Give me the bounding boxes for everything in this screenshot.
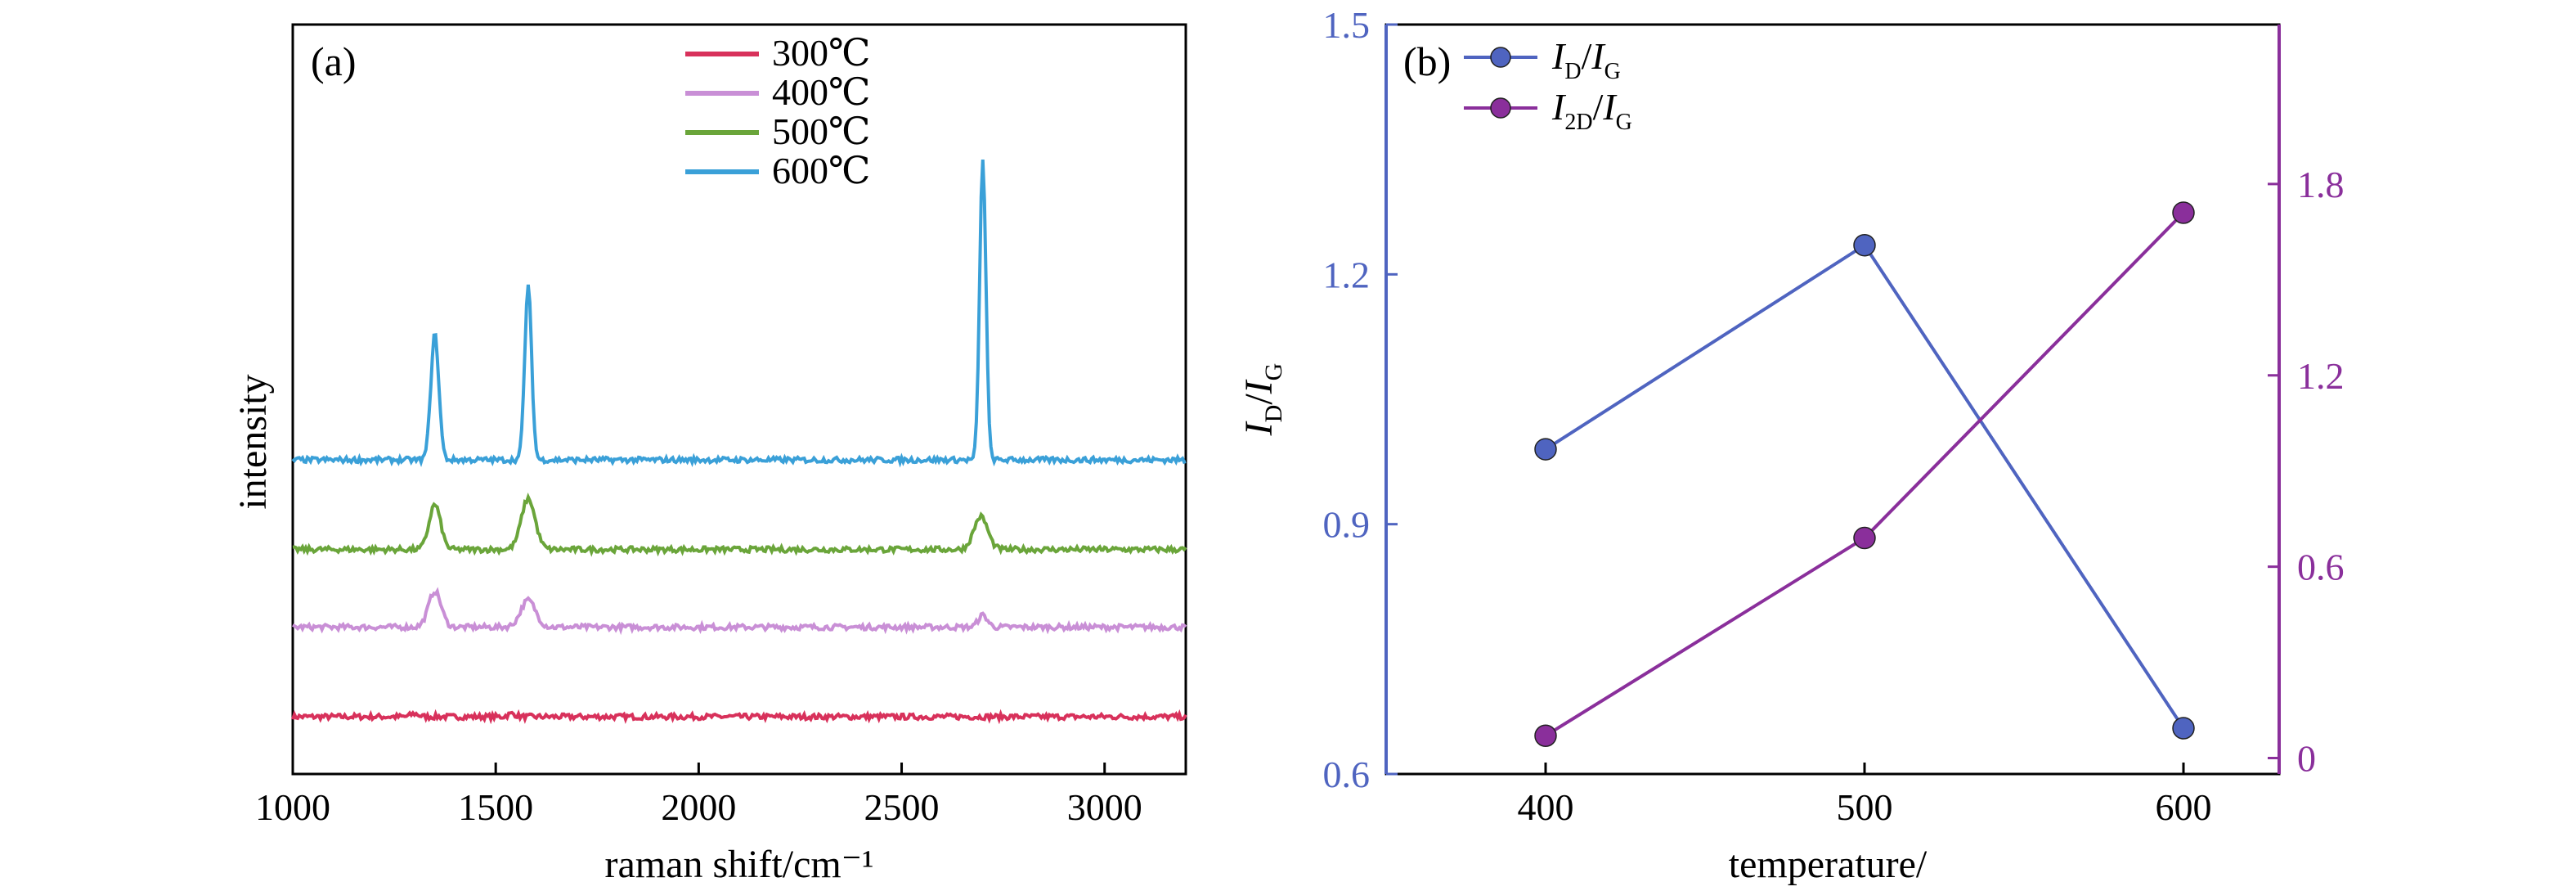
series-line — [1544, 211, 2185, 737]
left-y-tick-label: 1.5 — [1323, 4, 1371, 46]
legend-label: 600℃ — [772, 150, 870, 191]
x-tick-label: 500 — [1837, 786, 1893, 828]
left-y-tick-label: 0.9 — [1323, 504, 1371, 546]
data-point — [1853, 233, 1876, 257]
legend-marker — [1490, 47, 1511, 68]
legend-label: 300℃ — [772, 32, 870, 74]
panel-a-x-axis-title: raman shift/cm⁻¹ — [605, 843, 874, 886]
series-line — [1544, 242, 2185, 730]
panel-a-frame — [291, 23, 1187, 776]
right-y-tick-label: 1.8 — [2297, 164, 2345, 205]
data-point — [1534, 724, 1557, 747]
legend-label: ID/IG — [1551, 35, 1621, 84]
x-tick-label: 2500 — [864, 786, 940, 828]
panel-b-y-axis-title: ID/IG — [1237, 363, 1287, 437]
legend-label: I2D/IG — [1551, 86, 1632, 135]
panel-a-x-axis-title-text: raman shift/cm⁻¹ — [605, 843, 874, 886]
panel-a: (a) 1000 1500 2000 2500 3000 300℃400℃500℃600… — [231, 23, 1187, 886]
panel-a-y-axis-title: intensity — [231, 374, 275, 509]
panel-a-traces — [291, 160, 1187, 725]
trace-line — [292, 493, 1187, 557]
panel-a-x-ticks: 1000 1500 2000 2500 3000 — [255, 763, 1142, 828]
right-y-tick-label: 0 — [2297, 738, 2316, 780]
x-tick-label: 2000 — [661, 786, 736, 828]
panel-b: (b) 400 500 600 0.6 0.9 1.2 1.5 0 0.6 1.2 1.8 ID/I… — [1237, 4, 2345, 886]
x-tick-label: 1000 — [255, 786, 330, 828]
x-tick-label: 1500 — [458, 786, 533, 828]
panel-b-series — [1534, 201, 2195, 747]
legend-label: 400℃ — [772, 71, 870, 113]
legend-label: 500℃ — [772, 110, 870, 152]
left-y-tick-label: 1.2 — [1323, 254, 1371, 295]
trace-line — [292, 587, 1187, 636]
trace-line — [291, 160, 1187, 468]
x-tick-label: 3000 — [1067, 786, 1142, 828]
right-y-tick-label: 0.6 — [2297, 547, 2345, 588]
panel-b-frame — [1384, 23, 2281, 776]
data-point — [1853, 526, 1876, 550]
data-point — [2172, 201, 2195, 224]
legend-marker — [1490, 97, 1511, 119]
panel-b-label: (b) — [1403, 38, 1451, 84]
left-y-tick-label: 0.6 — [1323, 754, 1371, 795]
trace-line — [291, 709, 1187, 725]
right-y-tick-label: 1.2 — [2297, 355, 2345, 397]
data-point — [2172, 717, 2195, 740]
panel-b-x-axis-title: temperature/ — [1729, 843, 1928, 886]
data-point — [1534, 438, 1557, 461]
panel-b-ticks: 400 500 600 0.6 0.9 1.2 1.5 0 0.6 1.2 1.8 — [1323, 4, 2345, 828]
panel-a-label: (a) — [311, 38, 357, 84]
x-tick-label: 600 — [2156, 786, 2212, 828]
x-tick-label: 400 — [1518, 786, 1574, 828]
